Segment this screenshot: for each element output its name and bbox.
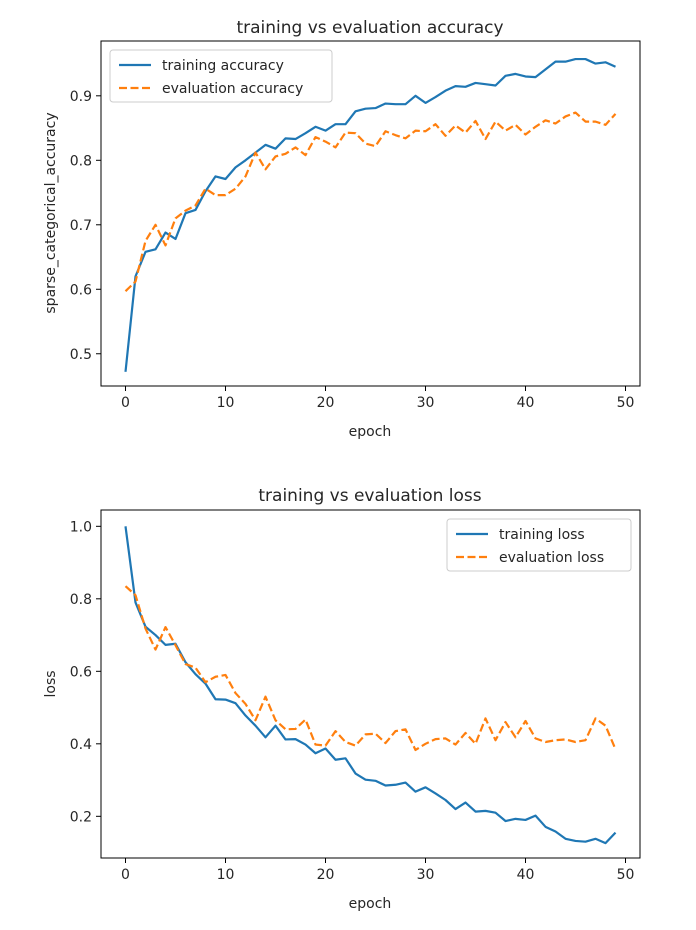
accuracy-x-axis-label: epoch <box>349 424 392 440</box>
loss-y-tick-label: 0.8 <box>70 592 92 608</box>
loss-y-tick-label: 0.6 <box>70 664 92 680</box>
loss-x-tick-label: 10 <box>217 867 235 883</box>
accuracy-series-training-accuracy <box>124 57 616 372</box>
loss-x-tick-label: 0 <box>121 867 130 883</box>
loss-legend: training loss evaluation loss <box>446 518 632 572</box>
accuracy-legend-box <box>109 49 333 103</box>
accuracy-x-tick-label: 50 <box>617 395 635 411</box>
accuracy-y-tick-label: 0.5 <box>70 347 92 363</box>
accuracy-x-tick-label: 0 <box>121 395 130 411</box>
loss-x-tick-label: 30 <box>417 867 435 883</box>
accuracy-y-tick-label: 0.8 <box>70 153 92 169</box>
accuracy-y-axis-label: sparse_categorical_accuracy <box>43 112 59 313</box>
accuracy-x-tick-label: 30 <box>417 395 435 411</box>
loss-x-tick-label: 40 <box>517 867 535 883</box>
accuracy-y-tick-label: 0.9 <box>70 89 92 105</box>
loss-y-tick-label: 1.0 <box>70 519 92 535</box>
accuracy-x-tick-label: 40 <box>517 395 535 411</box>
accuracy-series-evaluation-accuracy <box>124 111 617 293</box>
loss-series-evaluation-loss <box>124 585 617 752</box>
loss-legend-box <box>446 518 632 572</box>
accuracy-legend-label: training accuracy <box>162 58 284 74</box>
accuracy-x-tick-label: 20 <box>317 395 335 411</box>
accuracy-chart-title: training vs evaluation accuracy <box>236 18 503 38</box>
loss-legend-label: evaluation loss <box>499 550 604 566</box>
accuracy-y-tick-label: 0.7 <box>70 218 92 234</box>
accuracy-legend: training accuracy evaluation accuracy <box>109 49 333 103</box>
loss-legend-label: training loss <box>499 527 585 543</box>
loss-chart: training vs evaluation loss epoch loss 0… <box>43 486 641 912</box>
accuracy-y-tick-label: 0.6 <box>70 282 92 298</box>
loss-chart-title: training vs evaluation loss <box>258 486 481 506</box>
loss-y-axis-label: loss <box>43 670 59 697</box>
loss-y-tick-label: 0.2 <box>70 809 92 825</box>
accuracy-legend-label: evaluation accuracy <box>162 81 303 97</box>
accuracy-x-tick-label: 10 <box>217 395 235 411</box>
loss-y-tick-label: 0.4 <box>70 737 92 753</box>
loss-x-tick-label: 20 <box>317 867 335 883</box>
loss-x-tick-label: 50 <box>617 867 635 883</box>
loss-series-training-loss <box>124 526 617 845</box>
loss-plot-frame <box>100 509 641 859</box>
loss-x-axis-label: epoch <box>349 896 392 912</box>
accuracy-plot-frame <box>100 40 641 387</box>
accuracy-chart: training vs evaluation accuracy epoch sp… <box>43 18 641 440</box>
